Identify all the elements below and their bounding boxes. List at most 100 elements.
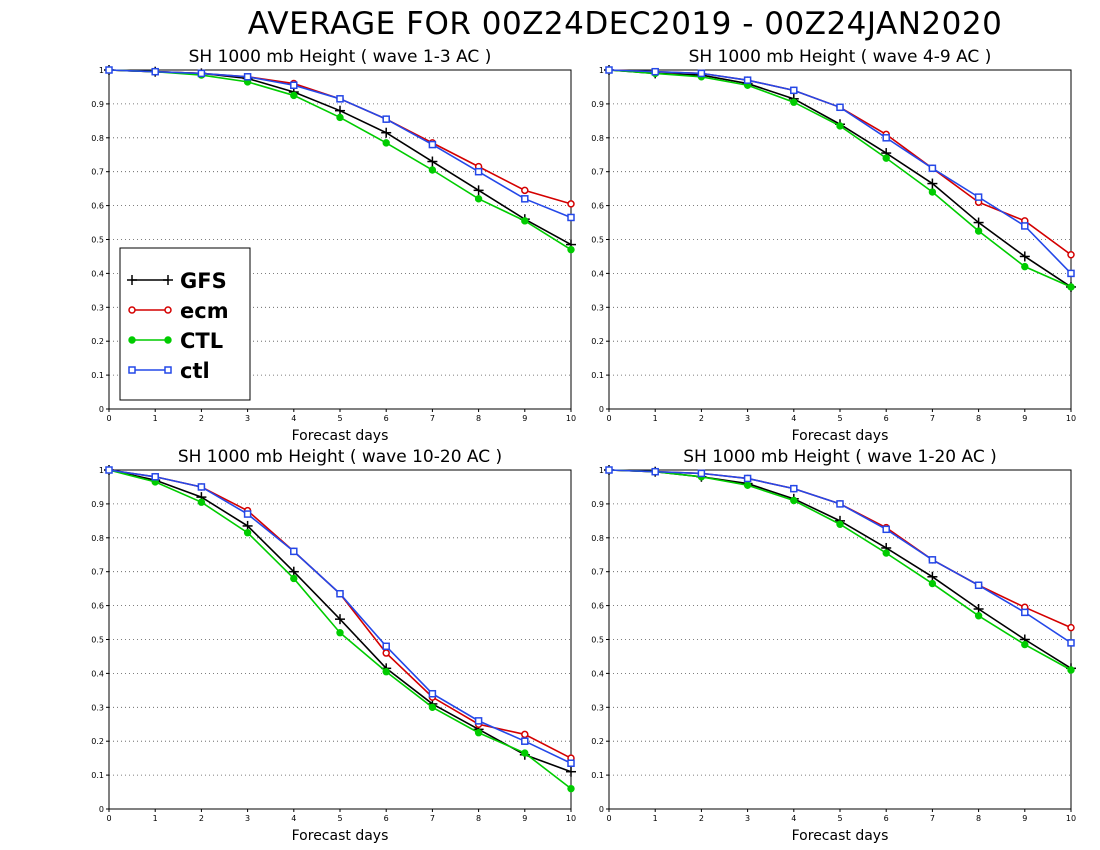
point-CTL-marker xyxy=(382,668,390,676)
x-tick-label: 3 xyxy=(245,814,250,823)
legend-label: CTL xyxy=(180,329,223,353)
point-ecm-marker xyxy=(382,649,390,657)
y-tick-label: 1 xyxy=(599,466,604,475)
y-tick-label: 0 xyxy=(599,805,604,814)
legend-label: ecm xyxy=(180,299,229,323)
series-GFS xyxy=(104,65,576,250)
legend-marker-marker xyxy=(128,366,136,374)
y-tick-label: 0.7 xyxy=(91,168,104,177)
x-tick-label: 2 xyxy=(699,414,704,423)
point-ctl-marker xyxy=(882,525,890,534)
series-line-CTL xyxy=(608,469,1072,671)
point-ctl-marker xyxy=(882,134,890,142)
y-tick-label: 0.5 xyxy=(91,636,104,645)
point-ctl-marker xyxy=(151,473,159,481)
point-CTL-marker xyxy=(428,703,437,711)
series-line-ecm xyxy=(108,469,572,759)
y-tick-label: 0 xyxy=(99,405,104,414)
series-ctl xyxy=(105,66,575,222)
x-tick-label: 0 xyxy=(606,414,611,423)
y-tick-label: 0.4 xyxy=(91,269,104,278)
y-tick-label: 0.5 xyxy=(91,236,104,245)
x-tick-label: 4 xyxy=(791,814,796,823)
y-tick-label: 0.2 xyxy=(591,337,604,346)
point-CTL-marker xyxy=(1021,262,1029,271)
point-ctl-marker xyxy=(974,581,983,590)
series-ctl xyxy=(105,466,575,767)
panel-title: SH 1000 mb Height ( wave 10-20 AC ) xyxy=(178,447,502,467)
point-CTL-marker xyxy=(382,139,390,147)
point-ctl-marker xyxy=(382,642,390,651)
series-CTL xyxy=(605,66,1075,291)
x-tick-label: 9 xyxy=(522,814,527,823)
legend-entry-ctl: ctl xyxy=(128,359,210,383)
series-line-ctl xyxy=(108,69,572,219)
x-tick-label: 10 xyxy=(566,414,576,423)
panel-title: SH 1000 mb Height ( wave 1-20 AC ) xyxy=(683,447,997,467)
point-ctl-marker xyxy=(1067,639,1075,647)
point-CTL-marker xyxy=(474,729,483,737)
point-ctl-marker xyxy=(928,556,937,564)
point-CTL-marker xyxy=(928,579,937,588)
point-ecm-marker xyxy=(1067,623,1075,632)
y-tick-label: 0.9 xyxy=(91,500,104,509)
legend-marker-marker xyxy=(164,336,172,344)
series-GFS xyxy=(604,65,1076,292)
point-ctl-marker xyxy=(521,737,529,745)
point-ecm-marker xyxy=(1067,251,1075,259)
point-CTL-marker xyxy=(882,154,890,162)
x-axis-label: Forecast days xyxy=(792,828,889,844)
series-line-ecm xyxy=(608,469,1072,629)
y-tick-label: 0.3 xyxy=(591,303,604,312)
x-tick-label: 1 xyxy=(653,414,658,423)
y-tick-label: 0.1 xyxy=(591,371,604,380)
x-tick-label: 10 xyxy=(1066,814,1076,823)
legend: GFS ecm CTL ctl xyxy=(119,247,251,401)
point-ctl-marker xyxy=(521,195,529,203)
y-tick-label: 0.6 xyxy=(591,202,604,211)
series-line-ctl xyxy=(608,469,1072,644)
point-CTL-marker xyxy=(1021,640,1029,649)
x-tick-label: 8 xyxy=(976,414,981,423)
legend-entry-GFS: GFS xyxy=(127,269,227,293)
series-ecm xyxy=(605,466,1075,632)
point-ecm-marker xyxy=(567,200,575,208)
y-tick-label: 0.3 xyxy=(91,703,104,712)
point-ctl-marker xyxy=(605,466,613,474)
series-CTL xyxy=(105,466,575,793)
point-CTL-marker xyxy=(836,520,844,528)
y-tick-label: 1 xyxy=(599,66,604,75)
point-CTL-marker xyxy=(290,574,298,583)
x-tick-label: 7 xyxy=(930,414,935,423)
point-ctl-marker xyxy=(428,689,437,698)
point-ctl-marker xyxy=(605,66,613,74)
y-tick-label: 0.9 xyxy=(591,100,604,109)
point-ctl-marker xyxy=(243,510,252,518)
point-ctl-marker xyxy=(197,483,206,491)
point-ctl-marker xyxy=(651,67,659,76)
point-CTL-marker xyxy=(336,113,344,122)
x-tick-label: 6 xyxy=(384,414,389,423)
x-tick-label: 2 xyxy=(199,414,204,423)
y-tick-label: 0.2 xyxy=(91,737,104,746)
point-ctl-marker xyxy=(1021,222,1029,230)
series-GFS xyxy=(604,465,1076,674)
point-CTL-marker xyxy=(790,98,798,106)
legend-marker-marker xyxy=(164,306,172,314)
x-tick-label: 0 xyxy=(606,814,611,823)
point-ctl-marker xyxy=(697,469,706,478)
point-ctl-marker xyxy=(290,547,298,556)
y-tick-label: 1 xyxy=(99,66,104,75)
y-tick-label: 0.1 xyxy=(91,371,104,380)
x-axis-label: Forecast days xyxy=(292,428,389,444)
point-CTL-marker xyxy=(243,529,252,537)
point-ctl-marker xyxy=(1067,269,1075,278)
panel-title: SH 1000 mb Height ( wave 4-9 AC ) xyxy=(689,47,992,67)
point-ecm-marker xyxy=(521,730,529,739)
y-tick-label: 0.4 xyxy=(91,669,104,678)
x-tick-label: 5 xyxy=(337,414,342,423)
y-tick-label: 0.6 xyxy=(591,602,604,611)
point-CTL-marker xyxy=(974,227,983,235)
chart-panel-4: SH 1000 mb Height ( wave 1-20 AC ) 0 0.1 0.… xyxy=(591,447,1076,844)
